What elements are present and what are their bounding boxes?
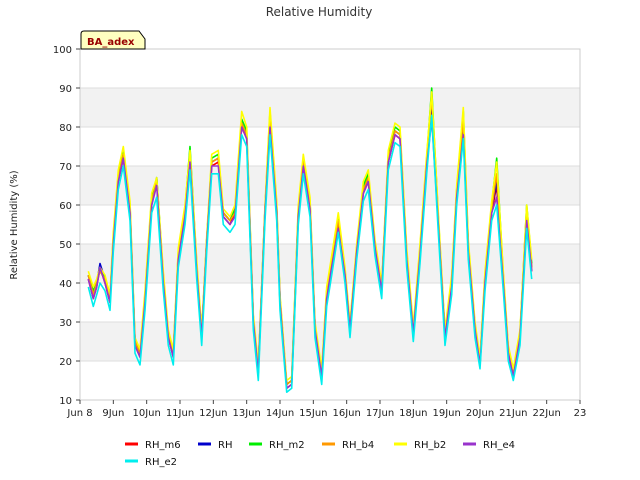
x-tick-label: 23	[574, 408, 587, 419]
plot-background	[80, 49, 580, 400]
series-line-rh-b2	[87, 91, 533, 382]
series-layer	[87, 87, 533, 393]
x-axis: Jun 8 9Jun 10Jun 11Jun 12Jun 13Jun 14Jun 15Jun 1…	[66, 400, 586, 419]
x-tick-label: 15Jun	[299, 408, 327, 419]
y-tick-label: 90	[59, 84, 72, 95]
legend-label-rh-b4: RH_b4	[342, 440, 374, 451]
y-tick-label: 10	[59, 396, 72, 407]
x-tick-label: 19Jun	[432, 408, 460, 419]
x-tick-label: 21Jun	[499, 408, 527, 419]
legend-label-rh-e2: RH_e2	[145, 457, 177, 468]
x-tick-label: 20Jun	[466, 408, 494, 419]
site-label-box: BA_adex	[80, 30, 146, 50]
x-tick-label: 9Jun	[102, 408, 124, 419]
y-tick-label: 20	[59, 357, 72, 368]
y-tick-label: 100	[53, 45, 72, 56]
plot-band	[80, 322, 580, 361]
x-tick-label: 18Jun	[399, 408, 427, 419]
y-axis-label: Relative Humidity (%)	[9, 170, 20, 279]
series-line-rh-e2	[87, 114, 533, 393]
plot-frame	[79, 48, 581, 401]
x-tick-label: 10Jun	[132, 408, 160, 419]
legend-label-rh-m6: RH_m6	[145, 440, 181, 451]
x-tick-label: 17Jun	[366, 408, 394, 419]
legend-label-rh-b2: RH_b2	[414, 440, 446, 451]
y-tick-label: 60	[59, 201, 72, 212]
y-tick-label: 40	[59, 279, 72, 290]
y-axis: 10 20 30 40 50 60 70 80 90 100	[53, 45, 80, 407]
plot-band	[80, 88, 580, 127]
legend-label-rh-m2: RH_m2	[269, 440, 305, 451]
x-tick-label: 22Jun	[532, 408, 560, 419]
legend-label-rh: RH	[218, 440, 232, 451]
x-tick-label: 13Jun	[232, 408, 260, 419]
y-tick-label: 30	[59, 318, 72, 329]
x-tick-label: 11Jun	[166, 408, 194, 419]
x-tick-label: 12Jun	[199, 408, 227, 419]
x-tick-label: Jun 8	[66, 408, 92, 419]
chart-title: Relative Humidity	[266, 5, 373, 19]
site-label: BA_adex	[87, 37, 135, 48]
y-tick-label: 80	[59, 123, 72, 134]
y-tick-label: 50	[59, 240, 72, 251]
x-tick-label: 16Jun	[332, 408, 360, 419]
legend: RH_m6 RH RH_m2 RH_b4 RH_b2 RH_e4 RH_e2	[125, 440, 515, 468]
x-tick-label: 14Jun	[266, 408, 294, 419]
legend-label-rh-e4: RH_e4	[483, 440, 515, 451]
y-tick-label: 70	[59, 162, 72, 173]
